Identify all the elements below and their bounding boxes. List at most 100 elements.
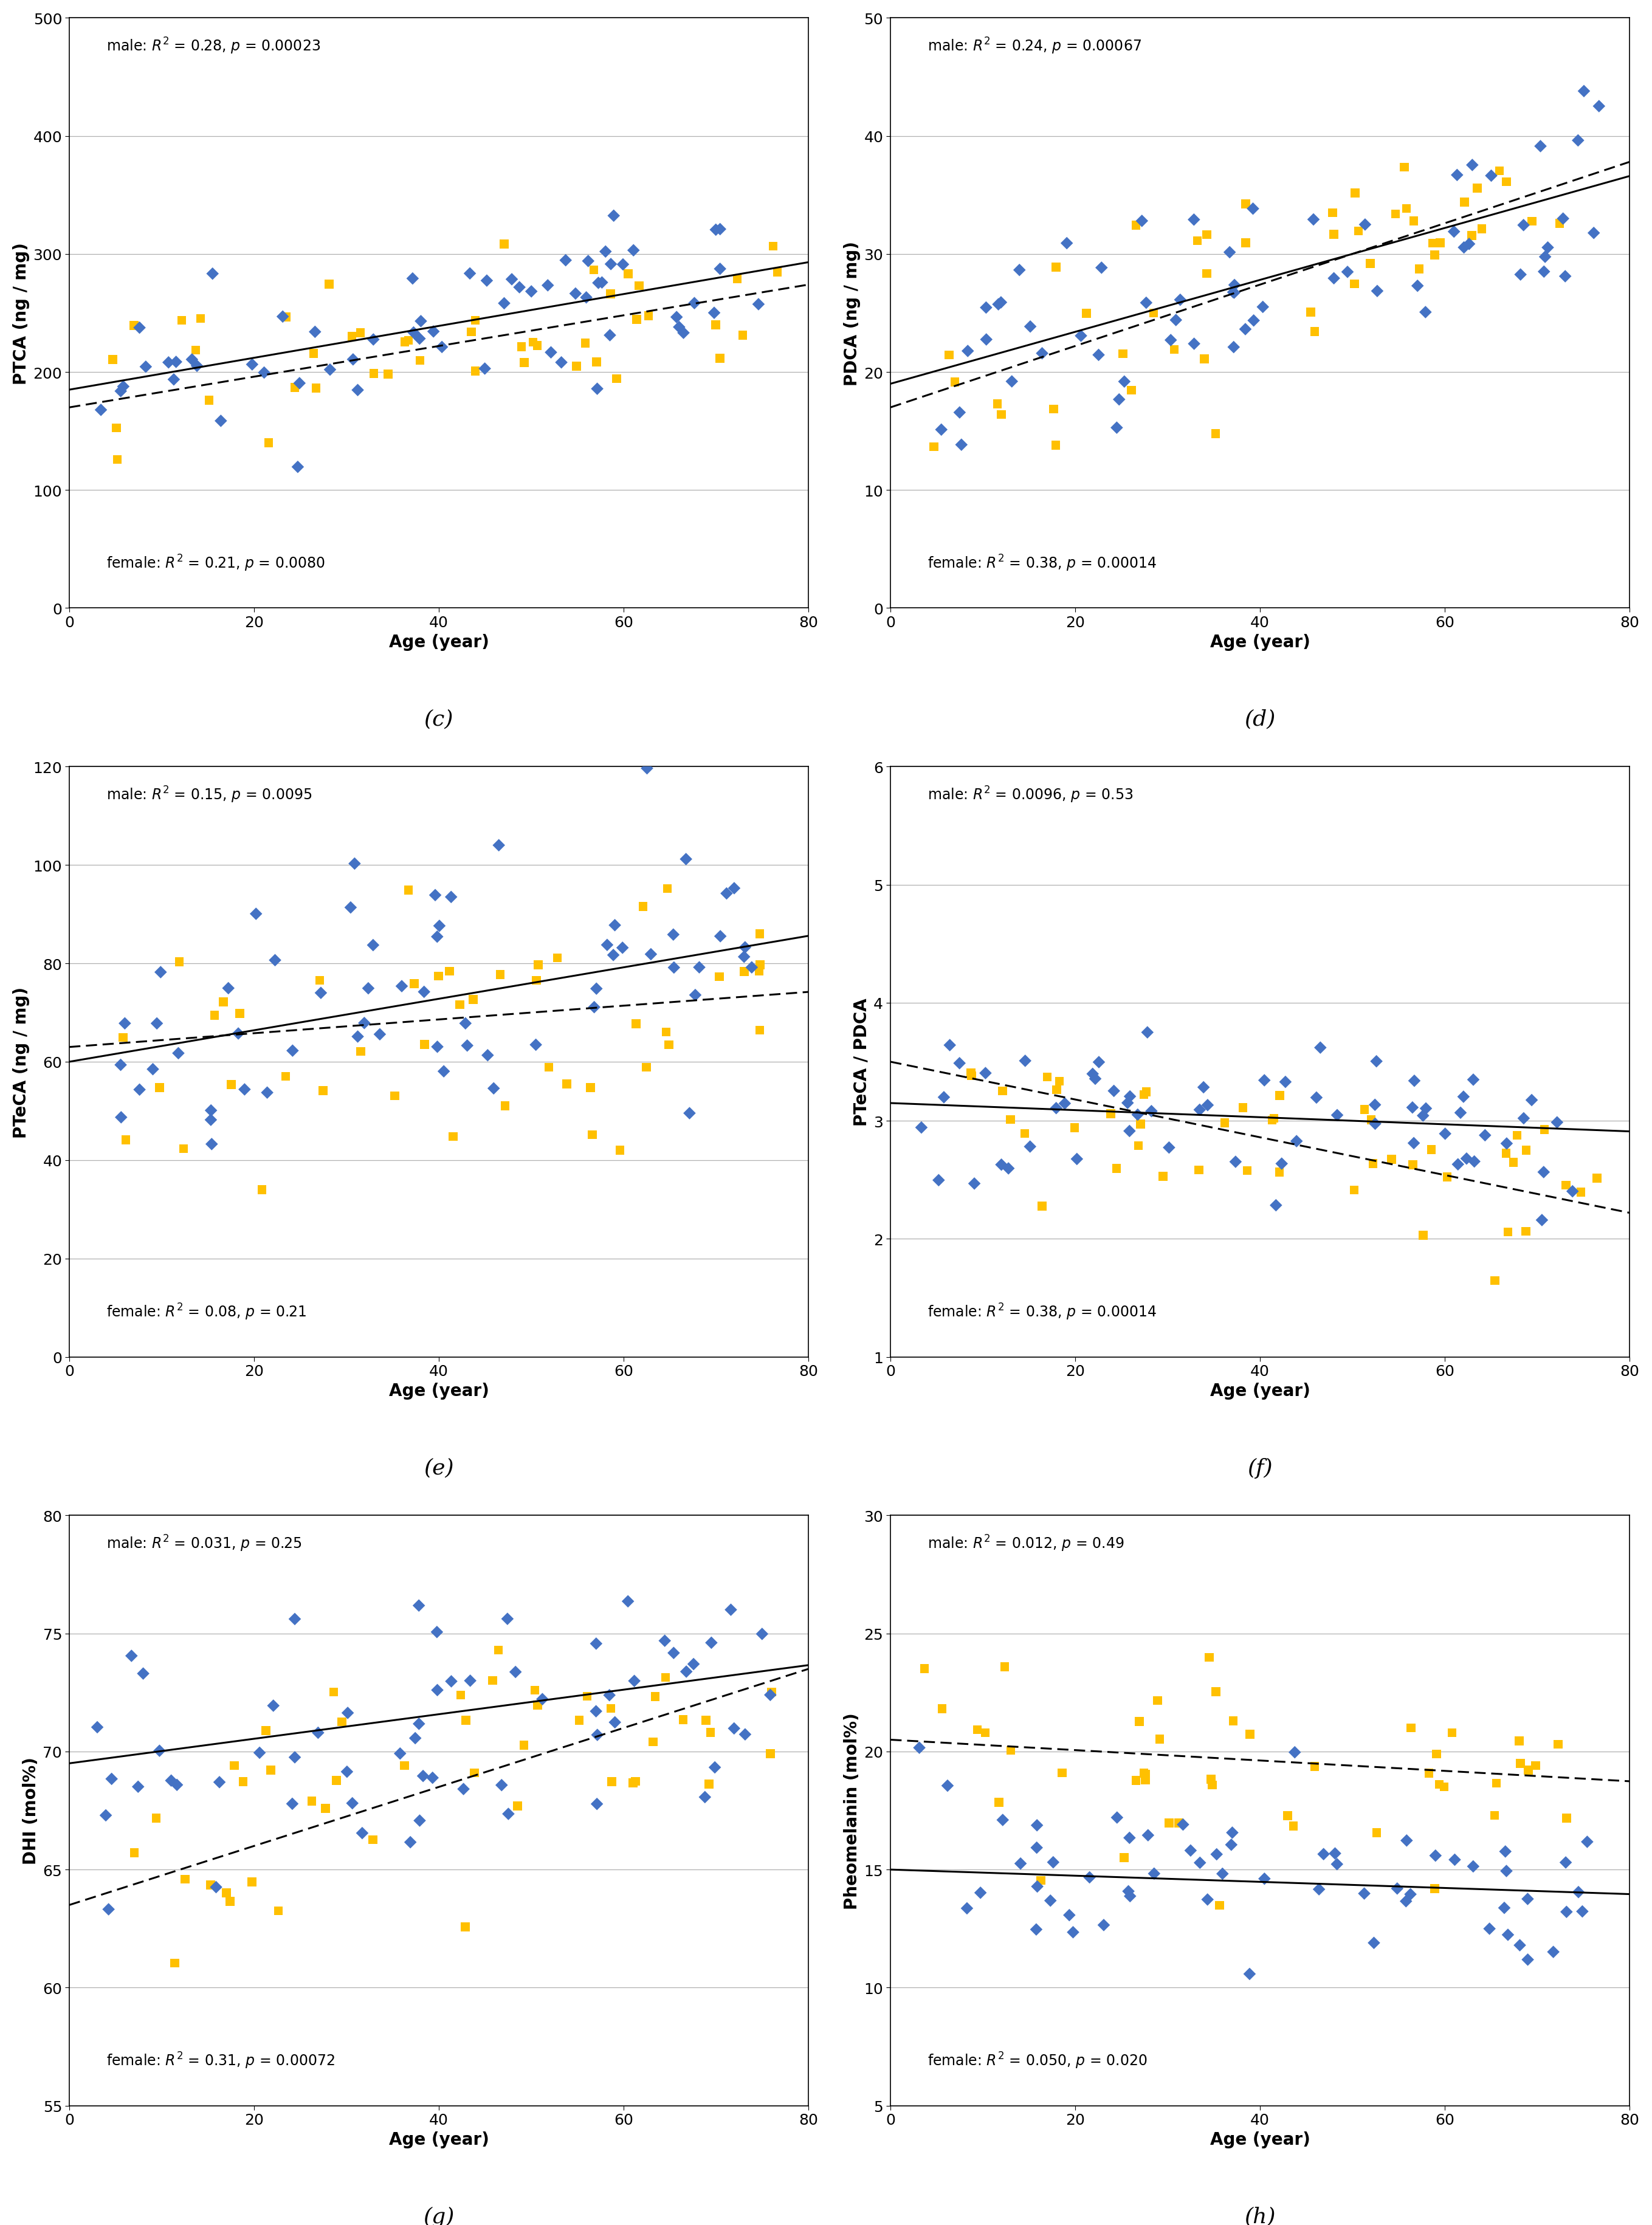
Point [907,1731,933,1767]
Point [1013,1044,1039,1079]
Point [426,908,453,943]
Point [1265,1155,1292,1190]
Point [140,1052,167,1088]
Point [360,356,387,392]
Point [747,948,773,983]
Point [595,928,621,963]
Point [720,870,747,906]
Point [494,1602,520,1638]
Point [411,1026,438,1061]
Point [1135,1015,1161,1050]
Point [1221,276,1247,312]
Point [104,443,131,478]
Text: male: $R^2$ = 0.0096, $p$ = 0.53: male: $R^2$ = 0.0096, $p$ = 0.53 [927,785,1133,803]
X-axis label: Age (year): Age (year) [1209,634,1310,650]
Point [1074,296,1100,332]
Point [1398,1711,1424,1747]
Point [1269,1146,1295,1181]
Point [1551,258,1578,294]
Point [144,1800,170,1836]
Point [990,1802,1016,1838]
Point [995,1150,1021,1186]
Point [1221,276,1247,312]
Point [692,1702,719,1738]
Point [965,1711,991,1747]
Point [1303,1079,1330,1115]
Point [352,1006,378,1041]
Point [1459,147,1485,182]
Point [1523,1749,1550,1784]
Point [1310,1836,1336,1871]
Point [1391,149,1417,185]
Point [461,1756,487,1791]
Point [487,957,514,992]
Point [988,396,1014,432]
Point [281,1740,307,1776]
Point [985,287,1011,323]
Point [388,968,415,1003]
Point [1191,1070,1218,1106]
Point [281,1602,307,1638]
Point [159,1762,185,1798]
Point [582,990,608,1026]
Point [88,392,114,427]
Point [1203,416,1229,452]
Point [1199,1767,1226,1802]
Point [400,260,426,296]
Point [382,1079,408,1115]
Point [1515,1753,1541,1789]
Point [170,1130,197,1166]
Point [1123,1762,1150,1798]
Point [1186,1092,1213,1128]
Point [107,1099,134,1135]
Point [1234,1153,1260,1188]
Point [1132,1758,1158,1793]
Point [164,1767,190,1802]
X-axis label: Age (year): Age (year) [1209,1382,1310,1400]
Point [1472,1117,1498,1153]
Point [1028,1862,1054,1898]
Point [1378,1141,1404,1177]
Point [676,1095,702,1130]
Point [601,1704,628,1740]
Point [302,372,329,407]
Point [246,1736,273,1771]
Point [1029,336,1056,372]
Point [623,1006,649,1041]
Point [1441,214,1467,249]
Point [930,1079,957,1115]
Point [1412,296,1439,332]
Point [580,1117,606,1153]
Point [1194,1882,1221,1918]
Point [573,1678,600,1713]
Point [1302,314,1328,349]
Point [1460,1061,1487,1097]
Point [1393,191,1419,227]
Point [626,269,653,305]
Point [492,1088,519,1124]
Point [598,247,624,283]
Point [1571,73,1597,109]
Point [1104,1150,1130,1186]
Point [360,1822,387,1858]
Point [147,1070,173,1106]
Point [375,356,401,392]
Point [615,256,641,291]
Point [240,347,266,383]
Point [1351,207,1378,243]
Point [1455,227,1482,263]
Point [968,1876,995,1911]
Point [730,939,757,975]
Point [1421,238,1447,274]
Point [281,369,307,405]
Point [1417,1133,1444,1168]
Point [1232,225,1259,260]
Point [935,1769,961,1804]
Point [1222,1144,1249,1179]
Point [1399,1090,1426,1126]
Point [1320,260,1346,296]
Y-axis label: PTeCA (ng / mg): PTeCA (ng / mg) [13,986,30,1137]
Point [334,1695,360,1731]
Point [1574,1824,1601,1860]
Point [955,334,981,369]
